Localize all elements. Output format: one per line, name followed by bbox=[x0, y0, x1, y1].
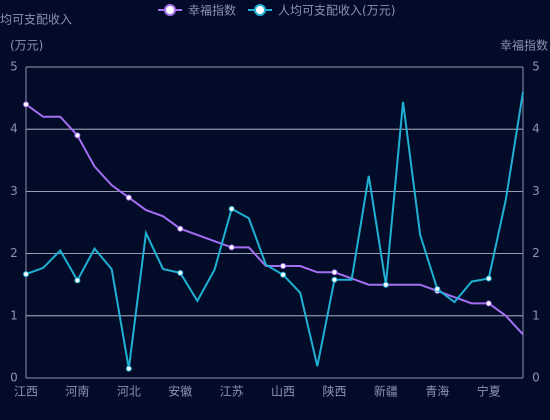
data-point bbox=[177, 269, 184, 276]
legend-label: 幸福指数 bbox=[188, 3, 236, 18]
data-point bbox=[74, 277, 81, 284]
data-point bbox=[331, 269, 338, 276]
data-point bbox=[485, 275, 492, 282]
y-tick-label: 0 bbox=[10, 371, 18, 385]
data-point bbox=[74, 132, 81, 139]
x-tick-label: 江西 bbox=[14, 385, 38, 399]
x-tick-label: 陕西 bbox=[322, 384, 346, 399]
data-point bbox=[280, 263, 287, 270]
data-point bbox=[228, 244, 235, 251]
data-point bbox=[434, 286, 441, 293]
y2-tick-label: 3 bbox=[532, 184, 540, 198]
y2-tick-label: 0 bbox=[532, 371, 540, 385]
x-tick-label: 青海 bbox=[425, 384, 449, 399]
y-tick-label: 2 bbox=[10, 246, 18, 260]
y-axis-unit: (万元) bbox=[10, 39, 43, 53]
y2-tick-label: 1 bbox=[532, 308, 540, 322]
y2-tick-label: 2 bbox=[532, 246, 540, 260]
y-tick-label: 1 bbox=[10, 308, 18, 322]
x-tick-label: 安徽 bbox=[168, 384, 192, 399]
data-point bbox=[382, 281, 389, 288]
legend-icon bbox=[164, 4, 176, 16]
x-tick-label: 河南 bbox=[65, 384, 89, 399]
data-point bbox=[125, 194, 132, 201]
data-point bbox=[228, 205, 235, 212]
x-tick-label: 山西 bbox=[271, 385, 295, 399]
x-tick-label: 新疆 bbox=[374, 384, 398, 399]
series-line bbox=[25, 103, 524, 336]
x-tick-label: 河北 bbox=[117, 385, 141, 399]
data-point bbox=[485, 300, 492, 307]
data-point bbox=[280, 271, 287, 278]
y-axis-label: 人均可支配收入 bbox=[0, 13, 72, 27]
legend-icon bbox=[254, 4, 267, 16]
y2-tick-label: 5 bbox=[532, 60, 540, 74]
legend-label: 人均可支配收入(万元) bbox=[278, 4, 395, 18]
y-tick-label: 5 bbox=[10, 60, 18, 74]
y-tick-label: 4 bbox=[10, 122, 18, 136]
x-tick-label: 宁夏 bbox=[477, 384, 501, 399]
series-line bbox=[25, 91, 524, 369]
y2-tick-label: 4 bbox=[532, 122, 540, 136]
data-point bbox=[331, 276, 338, 283]
data-point bbox=[125, 365, 132, 372]
data-point bbox=[23, 101, 29, 108]
x-tick-label: 江苏 bbox=[220, 385, 244, 399]
y2-axis-label: 幸福指数 bbox=[500, 38, 548, 53]
y-tick-label: 3 bbox=[10, 184, 18, 198]
data-point bbox=[177, 225, 184, 232]
data-point bbox=[23, 271, 29, 278]
